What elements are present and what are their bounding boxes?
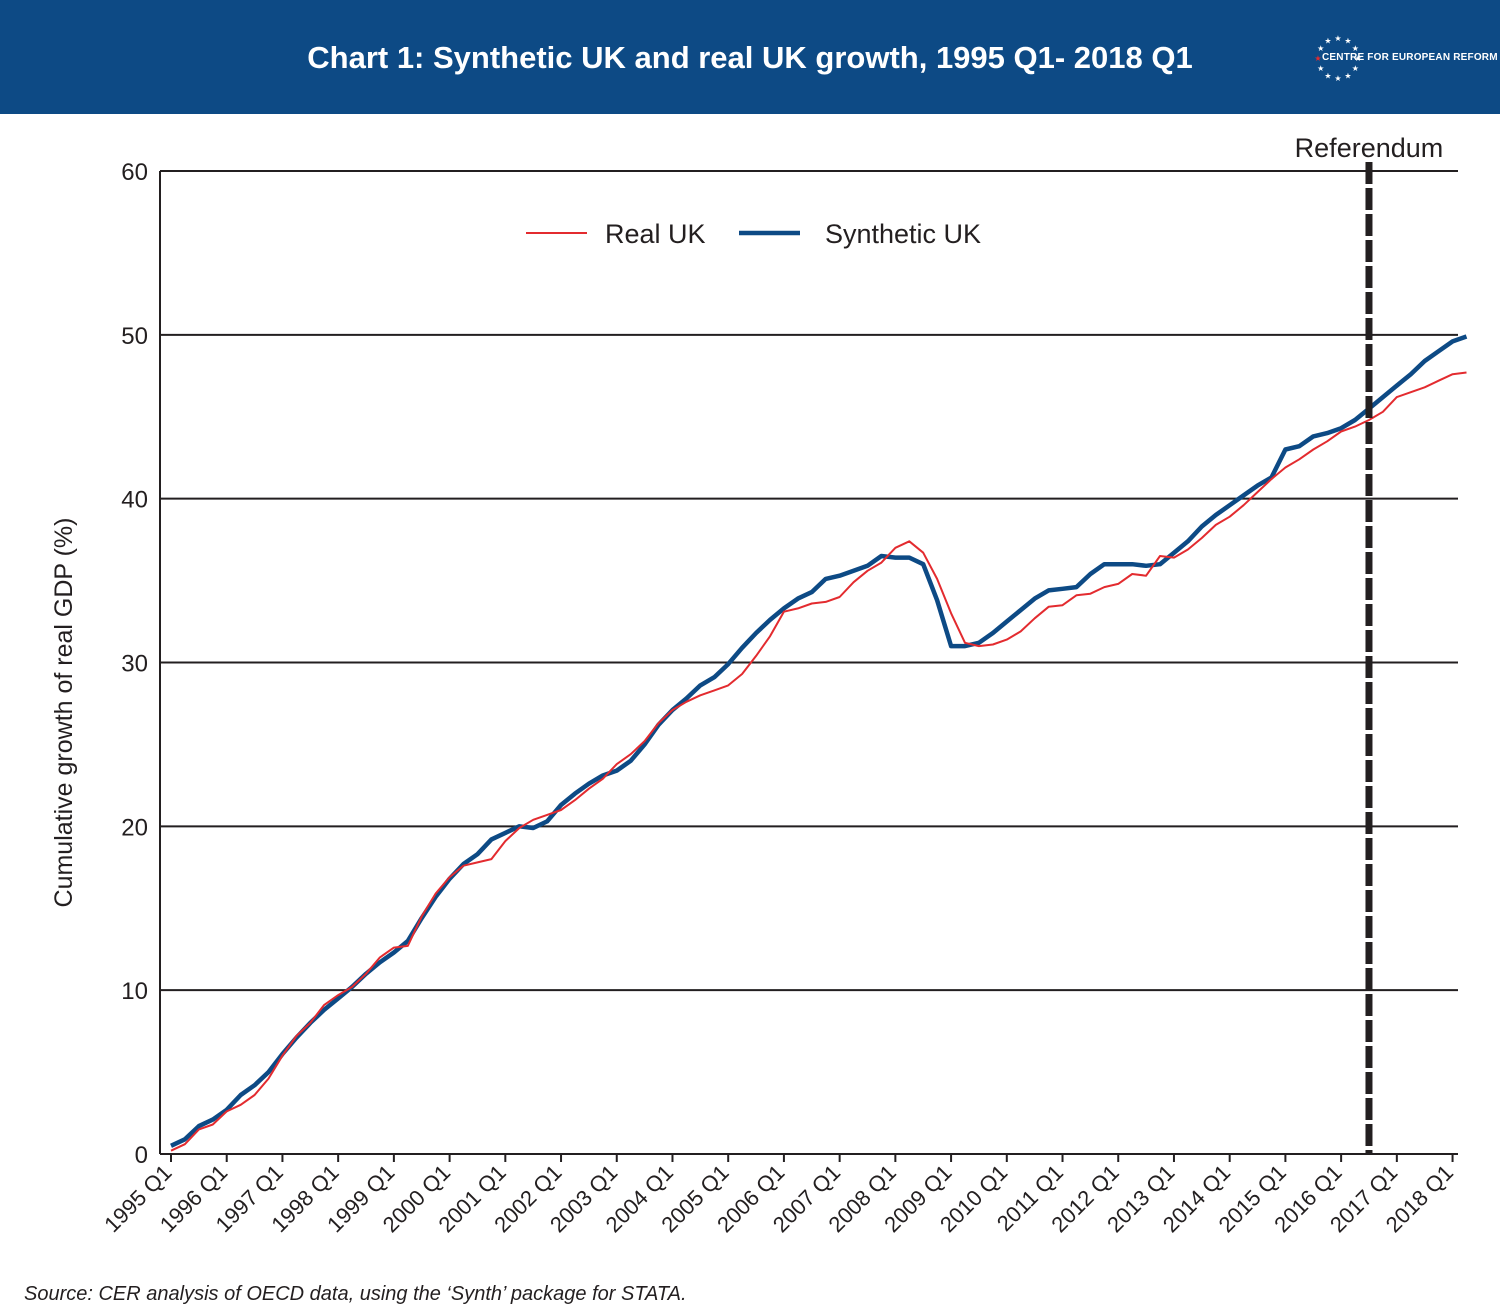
logo-star-icon: ★ <box>1344 37 1351 46</box>
logo-star-icon: ★ <box>1324 71 1331 80</box>
legend-label: Real UK <box>605 219 706 249</box>
y-tick-label: 20 <box>121 814 148 841</box>
y-axis-label: Cumulative growth of real GDP (%) <box>50 518 78 908</box>
y-tick-label: 40 <box>121 487 148 514</box>
logo-star-icon: ★ <box>1354 54 1361 63</box>
series-line-synthetic-uk <box>170 334 1468 1148</box>
logo-star-icon: ★ <box>1314 54 1321 63</box>
y-tick-label: 10 <box>121 978 148 1005</box>
y-tick-label: 0 <box>135 1142 148 1169</box>
y-tick-label: 50 <box>121 323 148 350</box>
logo-star-icon: ★ <box>1334 74 1341 83</box>
title-banner <box>0 0 1500 114</box>
logo-star-icon: ★ <box>1324 37 1331 46</box>
y-tick-label: 30 <box>121 651 148 678</box>
logo-text: CENTRE FOR EUROPEAN REFORM <box>1322 52 1498 63</box>
legend-label: Synthetic UK <box>825 219 981 249</box>
logo-star-icon: ★ <box>1352 64 1359 73</box>
y-tick-label: 60 <box>121 159 148 186</box>
series-line-real-uk <box>170 371 1467 1152</box>
logo-star-icon: ★ <box>1317 64 1324 73</box>
source-note: Source: CER analysis of OECD data, using… <box>24 1283 687 1305</box>
logo-star-icon: ★ <box>1344 71 1351 80</box>
eu-stars-logo-icon: ★★★★★★★★★ ★ ★★ <box>1314 34 1361 83</box>
logo-star-icon: ★ <box>1352 44 1359 53</box>
referendum-label: Referendum <box>1295 133 1444 163</box>
chart-title: Chart 1: Synthetic UK and real UK growth… <box>307 40 1193 75</box>
logo-star-icon: ★ <box>1334 34 1341 43</box>
logo-star-icon: ★ <box>1317 44 1324 53</box>
